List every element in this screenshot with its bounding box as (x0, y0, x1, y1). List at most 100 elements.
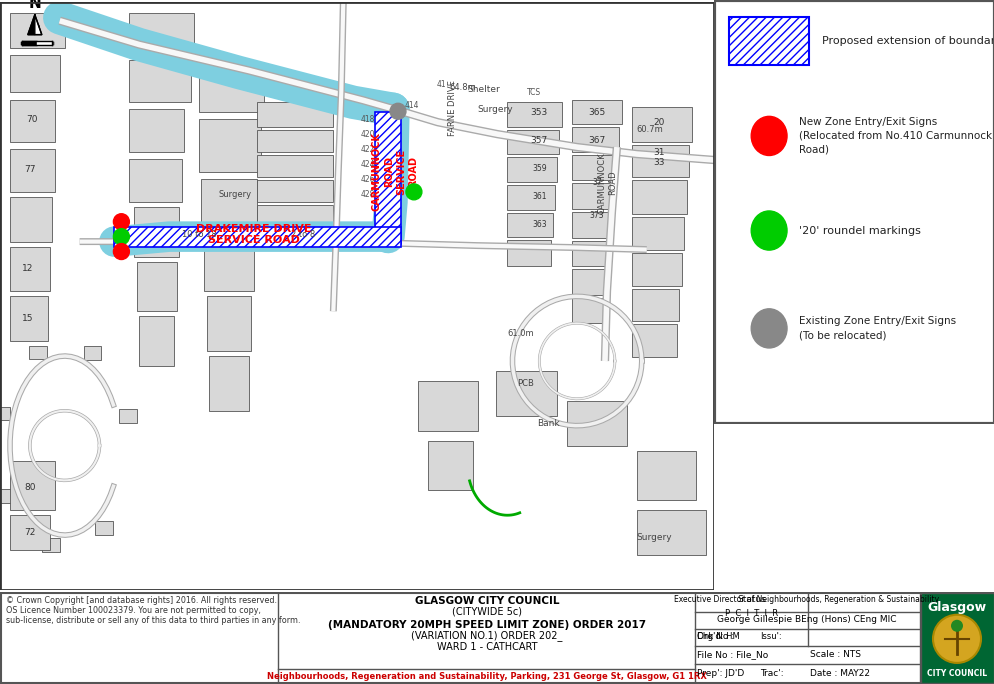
Polygon shape (207, 296, 250, 351)
Circle shape (950, 620, 962, 632)
Text: 31
33: 31 33 (652, 148, 664, 167)
Text: 20: 20 (652, 118, 664, 127)
Polygon shape (572, 101, 621, 124)
Polygon shape (199, 62, 263, 112)
Polygon shape (631, 107, 691, 142)
Circle shape (750, 211, 786, 250)
Circle shape (113, 244, 129, 259)
Polygon shape (256, 103, 333, 127)
Polygon shape (572, 298, 606, 324)
Text: 77: 77 (24, 165, 36, 174)
Polygon shape (631, 252, 681, 287)
Text: 422: 422 (361, 145, 375, 154)
Polygon shape (572, 212, 612, 237)
Polygon shape (572, 155, 616, 180)
Text: 72: 72 (24, 528, 36, 537)
Polygon shape (417, 381, 477, 431)
Polygon shape (209, 356, 248, 411)
Text: 61.0m: 61.0m (507, 329, 534, 338)
Polygon shape (427, 440, 472, 490)
Text: 373: 373 (589, 211, 603, 220)
Polygon shape (507, 157, 557, 182)
Polygon shape (0, 406, 10, 421)
Text: 361: 361 (532, 192, 546, 201)
Polygon shape (134, 207, 179, 256)
Circle shape (750, 116, 786, 155)
Text: '20' roundel markings: '20' roundel markings (798, 226, 919, 235)
Polygon shape (567, 401, 626, 445)
Polygon shape (94, 521, 112, 535)
Polygon shape (22, 40, 37, 44)
Text: Glasgow: Glasgow (926, 601, 986, 614)
Circle shape (406, 184, 421, 200)
Text: 15: 15 (22, 314, 34, 324)
Text: George Gillespie BEng (Hons) CEng MIC: George Gillespie BEng (Hons) CEng MIC (717, 616, 896, 624)
Text: 359: 359 (532, 164, 546, 173)
Text: Chk'd: HM: Chk'd: HM (697, 632, 739, 642)
Polygon shape (10, 515, 50, 550)
Polygon shape (129, 60, 191, 103)
Polygon shape (139, 316, 174, 366)
Polygon shape (256, 180, 333, 202)
Polygon shape (10, 101, 55, 142)
Polygon shape (375, 112, 401, 244)
Text: WARD 1 - CATHCART: WARD 1 - CATHCART (436, 642, 537, 652)
Text: 363: 363 (532, 220, 546, 228)
Polygon shape (507, 185, 555, 210)
Text: 420: 420 (361, 130, 375, 139)
Text: 80: 80 (24, 484, 36, 492)
Polygon shape (572, 241, 610, 267)
Polygon shape (631, 324, 676, 357)
Polygon shape (129, 13, 194, 53)
Circle shape (390, 103, 406, 119)
Polygon shape (572, 269, 608, 295)
Polygon shape (10, 55, 60, 92)
Text: P  C  I  T  I  R: P C I T I R (725, 609, 777, 618)
Polygon shape (507, 239, 551, 267)
Text: 80: 80 (29, 24, 41, 33)
Polygon shape (35, 15, 42, 35)
Polygon shape (495, 371, 557, 416)
Bar (920, 592, 993, 683)
Polygon shape (507, 213, 553, 237)
Text: Shelter: Shelter (467, 86, 500, 94)
Polygon shape (256, 155, 333, 177)
Text: Trac':: Trac': (759, 670, 783, 679)
Text: 12: 12 (22, 265, 34, 274)
Polygon shape (631, 180, 686, 213)
Text: 428: 428 (361, 190, 375, 199)
Text: 60.7m: 60.7m (636, 125, 663, 134)
Polygon shape (636, 451, 696, 500)
Polygon shape (256, 130, 333, 152)
Polygon shape (137, 261, 177, 311)
Polygon shape (201, 179, 256, 232)
Text: DRAKEMIRE DRIVE
SERVICE ROAD: DRAKEMIRE DRIVE SERVICE ROAD (196, 224, 311, 246)
Text: 414: 414 (405, 101, 418, 110)
Text: 37: 37 (591, 178, 601, 187)
Text: Surgery: Surgery (636, 533, 672, 542)
Text: 41: 41 (436, 81, 446, 90)
Polygon shape (572, 127, 618, 152)
Text: 367: 367 (587, 136, 605, 145)
Text: 70: 70 (26, 115, 38, 124)
Text: 64.8m: 64.8m (449, 83, 476, 92)
Text: TCS: TCS (527, 88, 541, 97)
Text: Prep': JD'D: Prep': JD'D (697, 670, 744, 679)
Bar (729, 17, 808, 65)
Text: Surgery: Surgery (477, 105, 513, 114)
Text: Proposed extension of boundary: Proposed extension of boundary (821, 36, 994, 47)
Polygon shape (10, 149, 55, 192)
Polygon shape (10, 13, 65, 48)
Polygon shape (507, 130, 559, 154)
Polygon shape (636, 510, 706, 555)
Polygon shape (28, 15, 35, 35)
Text: 424: 424 (361, 160, 375, 169)
Polygon shape (42, 538, 60, 552)
Polygon shape (10, 460, 55, 510)
Text: GLASGOW CITY COUNCIL: GLASGOW CITY COUNCIL (414, 596, 559, 606)
Text: 365: 365 (587, 108, 605, 117)
Text: N: N (29, 0, 41, 11)
Circle shape (113, 213, 129, 230)
Text: 418: 418 (361, 115, 375, 124)
Text: (MANDATORY 20MPH SPEED LIMIT ZONE) ORDER 2017: (MANDATORY 20MPH SPEED LIMIT ZONE) ORDER… (328, 620, 645, 630)
